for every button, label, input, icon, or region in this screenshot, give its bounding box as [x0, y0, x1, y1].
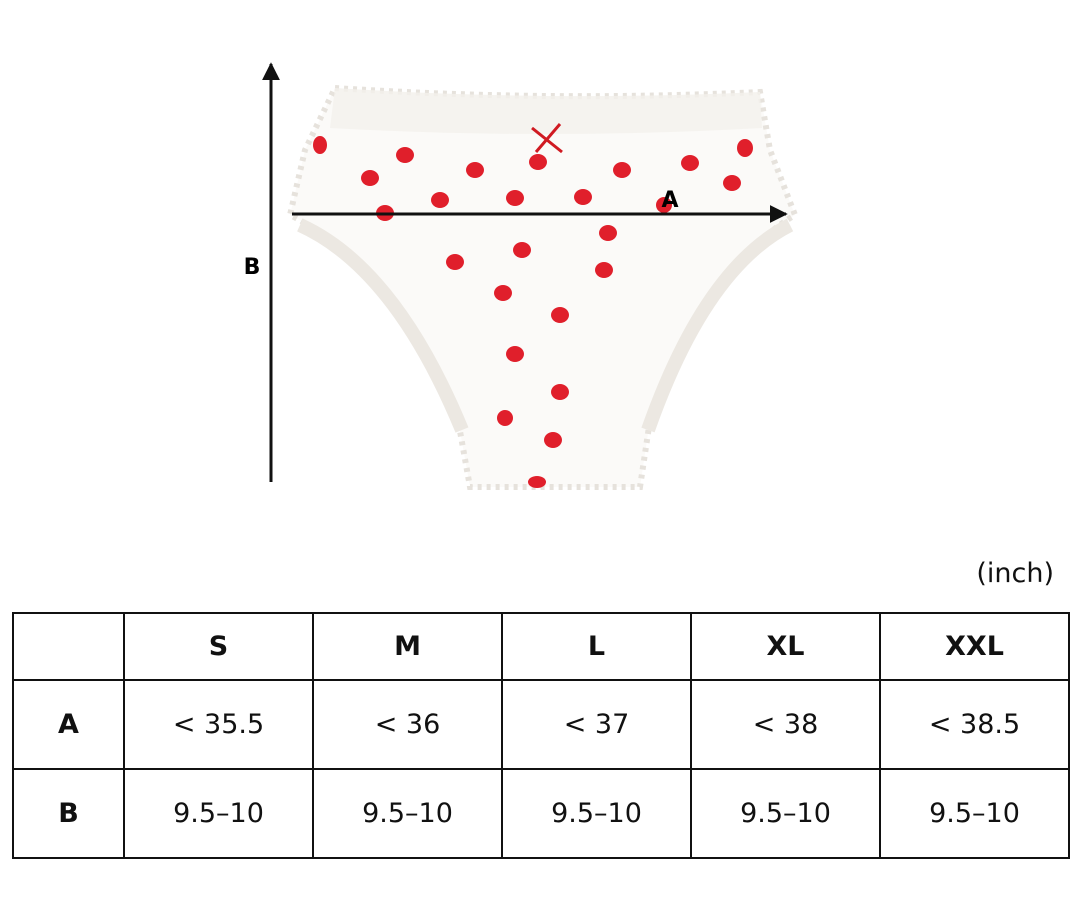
cell: 9.5–10 [501, 768, 692, 859]
cell: < 38.5 [879, 679, 1070, 770]
label-a: A [661, 188, 678, 213]
cell: < 37 [501, 679, 692, 770]
size-table: S M L XL XXL A < 35.5 < 36 < 37 < 38 < 3… [12, 612, 1070, 859]
row-label: B [12, 768, 125, 859]
cell: 9.5–10 [879, 768, 1070, 859]
corner-cell [12, 612, 125, 681]
cell: 9.5–10 [123, 768, 314, 859]
cell: < 36 [312, 679, 503, 770]
row-label: A [12, 679, 125, 770]
cell: < 38 [690, 679, 881, 770]
column-header: M [312, 612, 503, 681]
garment [286, 84, 799, 490]
garment-diagram: B A [244, 62, 799, 490]
cell: 9.5–10 [312, 768, 503, 859]
column-header: L [501, 612, 692, 681]
column-header: XL [690, 612, 881, 681]
label-b: B [244, 255, 261, 280]
column-header: S [123, 612, 314, 681]
cell: < 35.5 [123, 679, 314, 770]
table-row: B 9.5–10 9.5–10 9.5–10 9.5–10 9.5–10 [12, 768, 1070, 859]
cell: 9.5–10 [690, 768, 881, 859]
table-row: A < 35.5 < 36 < 37 < 38 < 38.5 [12, 679, 1070, 770]
header-row: S M L XL XXL [12, 612, 1070, 681]
unit-label: (inch) [976, 558, 1054, 589]
column-header: XXL [879, 612, 1070, 681]
